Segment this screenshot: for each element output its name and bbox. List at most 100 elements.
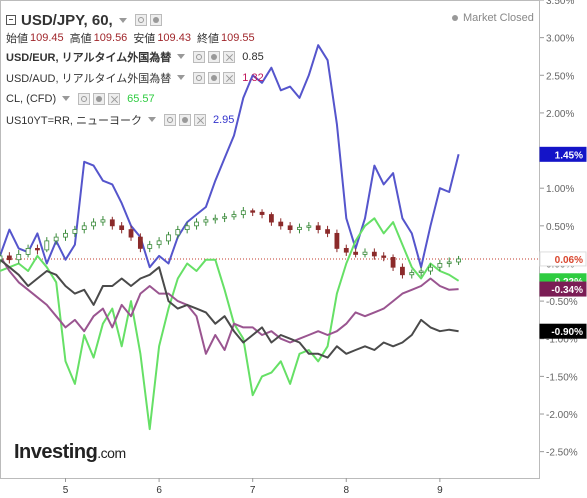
comparison-value: 1.32	[242, 71, 264, 84]
eye-icon[interactable]	[193, 71, 206, 84]
candle-body[interactable]	[109, 219, 115, 227]
candle-body[interactable]	[166, 234, 171, 242]
open-value: 109.45	[30, 32, 64, 44]
chevron-down-icon[interactable]	[177, 54, 186, 59]
y-tick-label: 3.00%	[546, 34, 574, 45]
gear-icon[interactable]	[208, 50, 221, 63]
gear-icon[interactable]	[93, 92, 106, 105]
candle-body[interactable]	[287, 225, 293, 230]
candle-body[interactable]	[334, 232, 340, 249]
comparison-value: 2.95	[213, 113, 235, 126]
candle-body[interactable]	[240, 210, 246, 215]
candle-body[interactable]	[353, 251, 359, 255]
collapse-icon[interactable]	[6, 15, 16, 25]
low-value: 109.43	[157, 32, 191, 44]
candle-body[interactable]	[212, 217, 218, 221]
price-label-box	[539, 323, 587, 339]
candle-body[interactable]	[44, 240, 50, 251]
chevron-down-icon[interactable]	[148, 117, 156, 122]
series-line-3[interactable]	[0, 258, 459, 359]
chevron-down-icon[interactable]	[62, 96, 71, 101]
candle-body[interactable]	[381, 255, 387, 258]
y-tick-label: 2.00%	[546, 109, 574, 120]
chevron-down-icon[interactable]	[177, 75, 186, 80]
candle-body[interactable]	[35, 248, 40, 251]
candle-body[interactable]	[81, 225, 87, 230]
y-tick-label: -2.50%	[546, 448, 578, 459]
candle-body[interactable]	[25, 248, 31, 255]
candle-body[interactable]	[400, 266, 405, 276]
candle-body[interactable]	[100, 219, 106, 223]
x-tick-label: 9	[437, 485, 443, 496]
x-tick-label: 7	[250, 485, 256, 496]
candle-body[interactable]	[222, 216, 228, 219]
price-label-box	[539, 281, 587, 297]
eye-icon[interactable]	[78, 92, 91, 105]
y-tick-label: -0.50%	[546, 297, 578, 308]
candle-body[interactable]	[325, 229, 330, 234]
candle-body[interactable]	[16, 254, 22, 261]
market-status-text: Market Closed	[463, 12, 534, 24]
y-tick-label: 2.50%	[546, 71, 574, 82]
candle-body[interactable]	[456, 258, 461, 263]
candle-body[interactable]	[250, 210, 256, 213]
candle-body[interactable]	[147, 244, 153, 249]
comparison-row-usd-aud: USD/AUD, リアルタイム外国為替 1.32	[6, 67, 264, 88]
candle-body[interactable]	[91, 221, 96, 227]
close-icon[interactable]	[223, 71, 236, 84]
y-tick-label: -2.00%	[546, 410, 578, 421]
eye-icon[interactable]	[193, 50, 206, 63]
candle-body[interactable]	[437, 263, 443, 268]
investing-logo[interactable]: Investing.com	[14, 441, 126, 464]
candle-body[interactable]	[306, 225, 312, 228]
candle-body[interactable]	[371, 251, 377, 257]
chart-legend: USD/JPY, 60, 始値 109.45 高値 109.56 安値 109.43 …	[6, 10, 264, 130]
close-icon[interactable]	[108, 92, 121, 105]
close-icon[interactable]	[223, 50, 236, 63]
candle-body[interactable]	[175, 229, 181, 236]
plot-area[interactable]	[0, 0, 540, 479]
eye-icon[interactable]	[134, 14, 147, 26]
candle-body[interactable]	[137, 236, 143, 249]
candle-body[interactable]	[119, 225, 125, 230]
eye-icon[interactable]	[164, 113, 176, 126]
candle-body[interactable]	[269, 214, 274, 223]
comparison-name: US10YT=RR, ニューヨーク	[6, 114, 142, 127]
gear-icon[interactable]	[149, 14, 162, 26]
candle-body[interactable]	[231, 214, 237, 218]
price-label: -0.90%	[551, 327, 583, 338]
candle-body[interactable]	[446, 261, 452, 264]
chevron-down-icon[interactable]	[118, 17, 127, 23]
gear-icon[interactable]	[208, 71, 221, 84]
candle-body[interactable]	[6, 255, 12, 261]
gear-icon[interactable]	[179, 113, 191, 126]
candle-body[interactable]	[297, 226, 302, 230]
candle-body[interactable]	[409, 272, 415, 276]
candle-body[interactable]	[259, 211, 265, 215]
series-line-1[interactable]	[0, 217, 460, 431]
candle-body[interactable]	[203, 219, 209, 223]
candle-body[interactable]	[128, 229, 134, 238]
x-tick-label: 5	[63, 485, 69, 496]
candle-body[interactable]	[418, 270, 424, 273]
candle-body[interactable]	[362, 251, 368, 255]
comparison-value: 0.85	[242, 50, 264, 63]
candle-body[interactable]	[156, 240, 162, 246]
candle-body[interactable]	[315, 225, 321, 230]
candle-body[interactable]	[278, 221, 284, 227]
comparison-name: CL, (CFD)	[6, 92, 57, 105]
close-icon[interactable]	[194, 113, 206, 126]
x-tick-label: 6	[156, 485, 162, 496]
candle-body[interactable]	[343, 248, 349, 253]
candle-body[interactable]	[390, 257, 396, 268]
candle-body[interactable]	[184, 225, 190, 230]
series-line-2[interactable]	[0, 255, 459, 355]
candle-body[interactable]	[428, 266, 433, 272]
candle-body[interactable]	[0, 255, 3, 261]
candle-body[interactable]	[53, 236, 59, 242]
y-tick-label: -1.50%	[546, 372, 578, 383]
candle-body[interactable]	[194, 221, 199, 227]
candle-body[interactable]	[63, 232, 68, 238]
candle-body[interactable]	[72, 229, 78, 234]
